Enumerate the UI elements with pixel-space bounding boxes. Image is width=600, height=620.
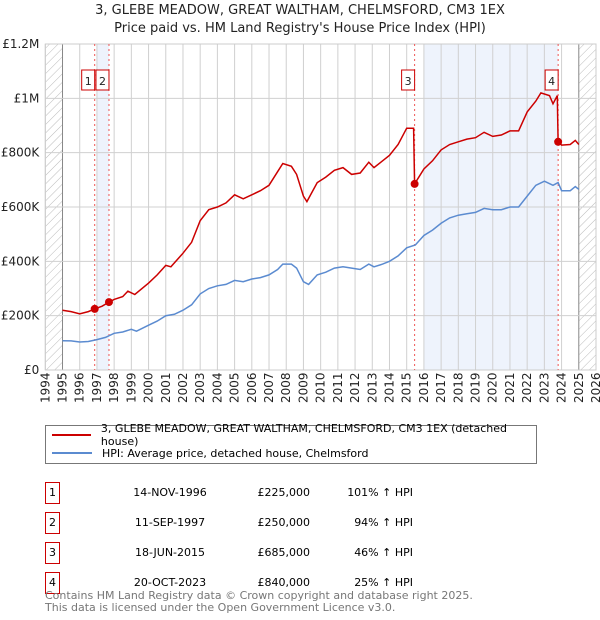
price-chart: 1994 1995 1996 1997 1998 1999 2000 2001 2002 2003… bbox=[1, 37, 600, 403]
y-tick-label: £1M bbox=[14, 91, 40, 105]
sale-date: 11-SEP-1997 bbox=[134, 516, 206, 529]
sale-price: £840,000 bbox=[257, 576, 311, 589]
sale-number-badge: 3 bbox=[45, 542, 60, 564]
sale-marker-number: 1 bbox=[85, 75, 92, 88]
x-tick-label: 2017 bbox=[434, 372, 448, 403]
legend-swatch bbox=[52, 452, 92, 454]
chart-title: 3, GLEBE MEADOW, GREAT WALTHAM, CHELMSFO… bbox=[95, 3, 505, 18]
sale-hpi-change: 25% ↑ HPI bbox=[354, 576, 413, 589]
sale-number-badge: 1 bbox=[45, 482, 60, 504]
x-tick-label: 2021 bbox=[503, 372, 517, 403]
hpi-line bbox=[62, 180, 580, 343]
x-tick-label: 1996 bbox=[73, 372, 87, 403]
x-tick-label: 2005 bbox=[228, 372, 242, 403]
sale-date: 18-JUN-2015 bbox=[134, 546, 206, 559]
x-tick-label: 1994 bbox=[38, 372, 52, 403]
sale-marker-badge bbox=[544, 69, 559, 91]
sale-marker-badge bbox=[401, 69, 416, 91]
plot-border bbox=[44, 43, 597, 371]
x-tick-label: 2012 bbox=[348, 372, 362, 403]
x-tick-label: 2009 bbox=[296, 372, 310, 403]
x-tick-label: 1998 bbox=[107, 372, 121, 403]
x-tick-label: 2019 bbox=[469, 372, 483, 403]
sale-marker-number: 3 bbox=[405, 75, 412, 88]
sale-price: £225,000 bbox=[257, 486, 311, 499]
x-tick-label: 2020 bbox=[486, 372, 500, 403]
legend: 3, GLEBE MEADOW, GREAT WALTHAM, CHELMSFO… bbox=[45, 422, 537, 464]
legend-item-property: 3, GLEBE MEADOW, GREAT WALTHAM, CHELMSFO… bbox=[52, 422, 536, 448]
sale-point bbox=[104, 298, 113, 307]
legend-swatch bbox=[52, 434, 91, 436]
footer-line-2: This data is licensed under the Open Gov… bbox=[45, 601, 396, 614]
x-tick-label: 2022 bbox=[520, 372, 534, 403]
y-tick-label: £1.2M bbox=[2, 37, 39, 51]
property-price-line bbox=[62, 92, 580, 315]
sale-date: 14-NOV-1996 bbox=[133, 486, 207, 499]
x-tick-label: 2004 bbox=[210, 372, 224, 403]
x-tick-label: 2016 bbox=[417, 372, 431, 403]
y-tick-label: £600K bbox=[1, 200, 41, 214]
sale-row: 2 11-SEP-1997 £250,000 94% ↑ HPI bbox=[45, 512, 565, 534]
sale-point bbox=[410, 179, 419, 188]
x-tick-label: 2018 bbox=[451, 372, 465, 403]
sale-marker-number: 4 bbox=[548, 75, 555, 88]
x-tick-label: 1995 bbox=[56, 372, 70, 403]
sale-price: £250,000 bbox=[257, 516, 311, 529]
sale-marker-number: 2 bbox=[99, 75, 106, 88]
y-tick-label: £200K bbox=[1, 309, 41, 323]
y-tick-label: £0 bbox=[24, 363, 39, 377]
x-tick-label: 2015 bbox=[400, 372, 414, 403]
x-tick-label: 2002 bbox=[176, 372, 190, 403]
sale-row: 3 18-JUN-2015 £685,000 46% ↑ HPI bbox=[45, 542, 565, 564]
sale-point bbox=[554, 137, 563, 146]
x-tick-label: 2007 bbox=[262, 372, 276, 403]
sale-price: £685,000 bbox=[257, 546, 311, 559]
sale-row: 1 14-NOV-1996 £225,000 101% ↑ HPI bbox=[45, 482, 565, 504]
legend-item-hpi: HPI: Average price, detached house, Chel… bbox=[52, 444, 368, 462]
sale-number-badge: 4 bbox=[45, 572, 60, 594]
x-tick-label: 2023 bbox=[537, 372, 551, 403]
x-tick-label: 2026 bbox=[589, 372, 600, 403]
x-tick-label: 2006 bbox=[245, 372, 259, 403]
x-tick-label: 1997 bbox=[90, 372, 104, 403]
y-tick-label: £400K bbox=[1, 254, 41, 268]
x-tick-label: 2000 bbox=[142, 372, 156, 403]
sale-point bbox=[90, 304, 99, 313]
footer-line-1: Contains HM Land Registry data © Crown c… bbox=[45, 589, 473, 602]
x-tick-label: 1999 bbox=[124, 372, 138, 403]
sale-marker-badge bbox=[95, 69, 110, 91]
x-tick-label: 2003 bbox=[193, 372, 207, 403]
sale-hpi-change: 46% ↑ HPI bbox=[354, 546, 413, 559]
sale-number-badge: 2 bbox=[45, 512, 60, 534]
x-tick-label: 2025 bbox=[572, 372, 586, 403]
x-tick-label: 2024 bbox=[555, 372, 569, 403]
sale-hpi-change: 101% ↑ HPI bbox=[347, 486, 413, 499]
legend-label: 3, GLEBE MEADOW, GREAT WALTHAM, CHELMSFO… bbox=[100, 422, 507, 448]
x-tick-label: 2013 bbox=[365, 372, 379, 403]
sale-date: 20-OCT-2023 bbox=[133, 576, 207, 589]
x-tick-label: 2014 bbox=[382, 372, 396, 403]
x-tick-label: 2010 bbox=[314, 372, 328, 403]
sale-row: 4 20-OCT-2023 £840,000 25% ↑ HPI bbox=[45, 572, 565, 594]
x-tick-label: 2011 bbox=[331, 372, 345, 403]
chart-subtitle: Price paid vs. HM Land Registry's House … bbox=[114, 21, 486, 36]
x-tick-label: 2001 bbox=[159, 372, 173, 403]
x-tick-label: 2008 bbox=[279, 372, 293, 403]
sale-hpi-change: 94% ↑ HPI bbox=[354, 516, 413, 529]
y-tick-label: £800K bbox=[1, 146, 41, 160]
legend-label: HPI: Average price, detached house, Chel… bbox=[102, 446, 369, 460]
sale-marker-badge bbox=[81, 69, 96, 91]
